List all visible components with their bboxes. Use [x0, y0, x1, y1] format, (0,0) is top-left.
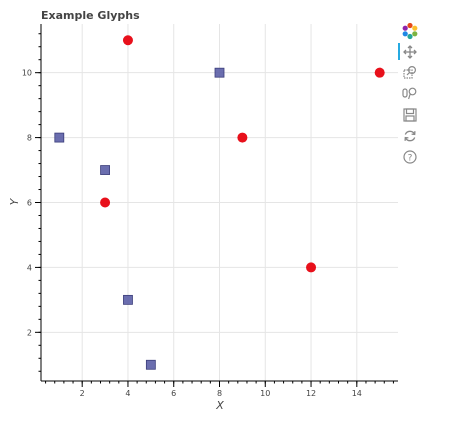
plot-toolbar: ?	[398, 20, 422, 167]
square-glyph	[54, 132, 65, 143]
circle-glyph	[374, 67, 385, 78]
save-icon[interactable]	[398, 104, 422, 125]
x-tick-label: 12	[306, 389, 316, 398]
y-tick-label: 10	[22, 69, 32, 78]
svg-text:?: ?	[408, 153, 413, 163]
x-tick-label: 10	[260, 389, 270, 398]
box-zoom-icon[interactable]	[398, 62, 422, 83]
pan-icon[interactable]	[398, 41, 422, 62]
circle-glyph	[237, 132, 248, 143]
circle-glyph	[122, 35, 133, 46]
circle-glyph	[306, 262, 317, 273]
glyphs	[54, 35, 385, 370]
y-tick-label: 4	[27, 263, 32, 272]
square-glyph	[214, 67, 225, 78]
reset-icon[interactable]	[398, 125, 422, 146]
wheel-zoom-icon[interactable]	[398, 83, 422, 104]
bokeh-logo-icon[interactable]	[398, 20, 422, 41]
x-tick-label: 14	[352, 389, 362, 398]
chart-title: Example Glyphs	[41, 9, 140, 22]
square-glyph	[123, 294, 133, 305]
y-tick-label: 8	[27, 134, 32, 143]
square-glyph	[145, 359, 156, 370]
x-tick-label: 2	[80, 389, 85, 398]
circle-glyph	[100, 197, 111, 208]
x-axis-label: X	[215, 399, 224, 412]
x-tick-label: 8	[217, 389, 222, 398]
help-icon[interactable]: ?	[398, 146, 422, 167]
y-tick-label: 2	[27, 328, 32, 337]
grid-lines	[41, 24, 398, 381]
square-glyph	[100, 165, 110, 175]
y-tick-label: 6	[27, 199, 32, 208]
x-tick-label: 6	[171, 389, 176, 398]
x-tick-label: 4	[125, 389, 130, 398]
axes: 2 4 6 8 10 12 14 2 4 6 8 10	[22, 24, 398, 398]
y-axis-label: Y	[8, 197, 21, 205]
